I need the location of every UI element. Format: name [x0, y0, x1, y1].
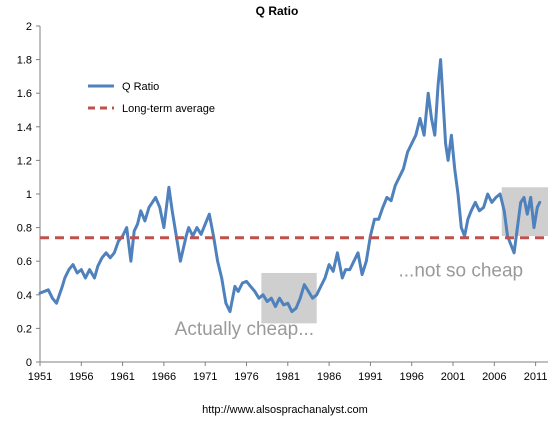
y-tick-label: 1 [26, 189, 32, 201]
annotations: Actually cheap... ...not so cheap [175, 260, 524, 340]
annotation-2: ...not so cheap [398, 260, 523, 281]
y-tick-label: 0.2 [17, 323, 32, 335]
y-tick-label: 0.8 [17, 223, 32, 235]
y-tick-label: 1.8 [17, 55, 32, 67]
x-tick-label: 1966 [152, 371, 176, 383]
x-tick-label: 1986 [317, 371, 341, 383]
x-tick-label: 1991 [358, 371, 382, 383]
legend-label-long-term-average: Long-term average [122, 103, 215, 115]
y-tick-label: 0.6 [17, 256, 32, 268]
x-tick-label: 1961 [110, 371, 134, 383]
x-tick-label: 1971 [193, 371, 217, 383]
x-tick-label: 1976 [234, 371, 258, 383]
y-tick-label: 1.2 [17, 155, 32, 167]
chart-title: Q Ratio [256, 4, 299, 18]
y-tick-label: 1.6 [17, 88, 32, 100]
y-tick-label: 1.4 [17, 122, 32, 134]
y-tick-label: 0.4 [17, 290, 32, 302]
y-ticks: 0 0.2 0.4 0.6 0.8 1 1.2 1.4 1.6 1.8 2 [17, 21, 40, 369]
q-ratio-line [38, 58, 542, 314]
y-tick-label: 0 [26, 357, 32, 369]
x-tick-label: 1981 [276, 371, 300, 383]
x-tick-label: 1951 [28, 371, 52, 383]
series-lines [38, 58, 548, 314]
legend-label-q-ratio: Q Ratio [122, 81, 159, 93]
highlight-box-2 [501, 187, 548, 236]
x-tick-label: 1956 [69, 371, 93, 383]
annotation-1: Actually cheap... [175, 319, 314, 340]
y-tick-label: 2 [26, 21, 32, 33]
x-tick-label: 1996 [399, 371, 423, 383]
highlight-boxes [261, 187, 548, 324]
x-tick-label: 2001 [441, 371, 465, 383]
source-url: http://www.alsosprachanalyst.com [202, 404, 368, 416]
x-ticks: 1951 1956 1961 1966 1971 1976 1981 1986 1991 1996… [28, 362, 548, 383]
legend: Q Ratio Long-term average [88, 81, 215, 115]
x-tick-label: 2011 [524, 371, 548, 383]
x-tick-label: 2006 [482, 371, 506, 383]
